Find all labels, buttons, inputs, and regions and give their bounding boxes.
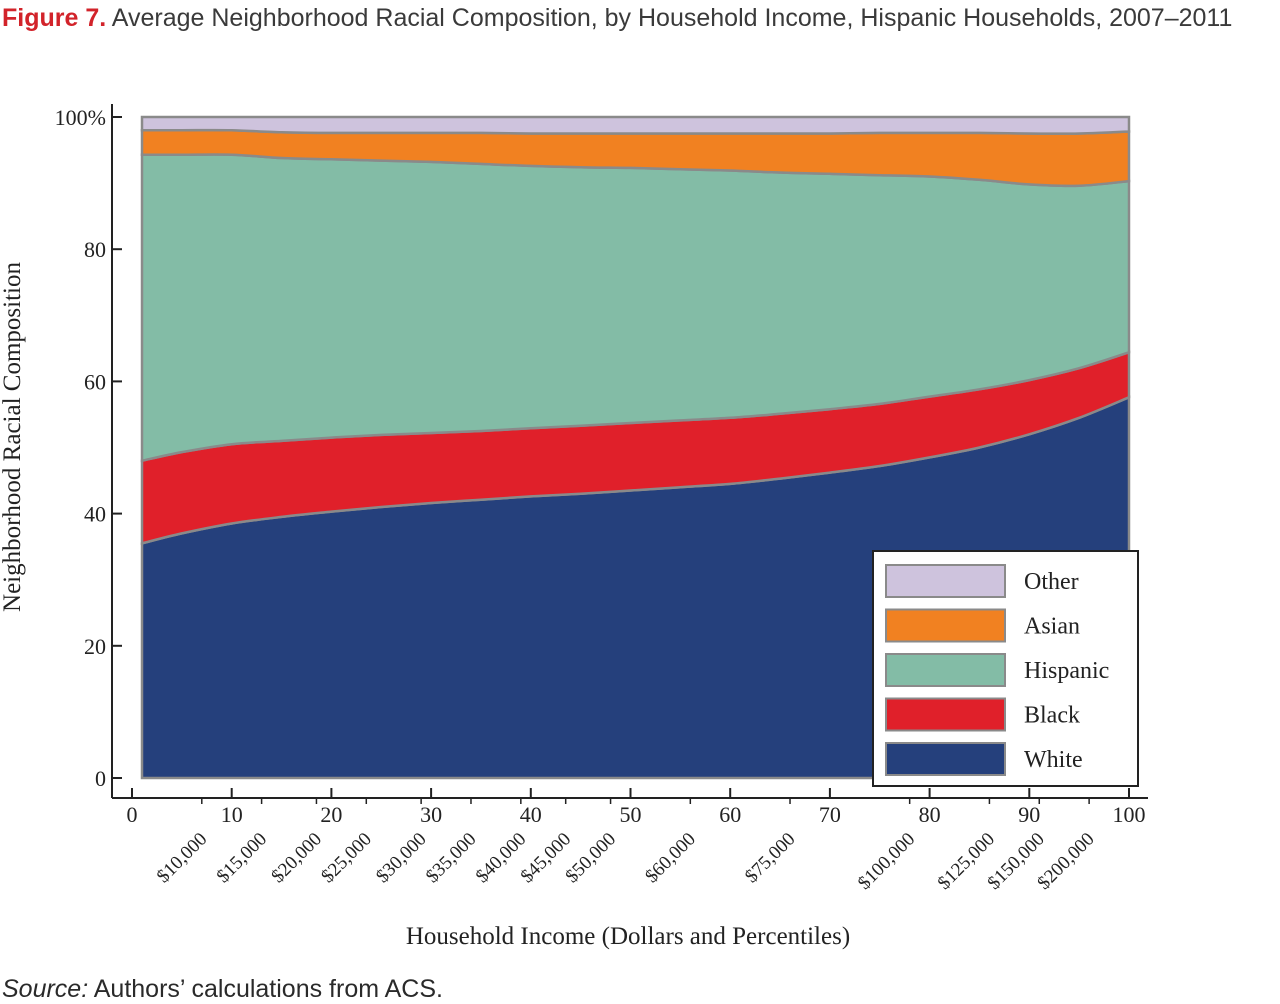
x-tick-label: 0 <box>127 802 138 827</box>
x-tick-label: 10 <box>221 802 243 827</box>
y-tick-label: 80 <box>84 237 106 262</box>
legend-swatch-hispanic <box>885 653 1006 687</box>
y-tick-label: 0 <box>95 766 106 791</box>
x-axis-label: Household Income (Dollars and Percentile… <box>406 923 850 950</box>
x-tick-label: 50 <box>620 802 642 827</box>
dollar-tick-label: $10,000 <box>153 829 212 888</box>
y-tick-label: 20 <box>84 634 106 659</box>
y-tick-label: 60 <box>84 369 106 394</box>
dollar-tick-label: $15,000 <box>213 829 272 888</box>
figure-title: Figure 7. Average Neighborhood Racial Co… <box>2 0 1278 37</box>
dollar-tick-label: $60,000 <box>641 829 700 888</box>
figure-title-text: Average Neighborhood Racial Composition,… <box>111 4 1233 32</box>
x-tick-label: 70 <box>819 802 841 827</box>
legend-label-hispanic: Hispanic <box>1024 658 1109 684</box>
x-tick-label: 90 <box>1018 802 1040 827</box>
source-note: Source: Authors’ calculations from ACS. <box>2 975 443 1004</box>
y-tick-label: 40 <box>84 502 106 527</box>
chart-areas <box>140 115 1131 780</box>
x-tick-label: 60 <box>719 802 741 827</box>
dollar-tick-label: $20,000 <box>267 829 326 888</box>
legend-swatch-black <box>885 697 1006 732</box>
x-tick-label: 40 <box>520 802 542 827</box>
source-text: Authors’ calculations from ACS. <box>93 975 443 1003</box>
chart-legend: Other Asian Hispanic Black White <box>872 550 1139 787</box>
dollar-tick-label: $75,000 <box>741 829 800 888</box>
x-tick-label: 100 <box>1113 802 1146 827</box>
legend-swatch-white <box>885 742 1006 776</box>
y-tick-label: 100% <box>55 105 106 130</box>
y-axis-label: Neighborhood Racial Composition <box>0 262 26 612</box>
dollar-tick-label: $25,000 <box>317 829 376 888</box>
legend-label-other: Other <box>1024 569 1079 595</box>
legend-label-black: Black <box>1024 703 1080 729</box>
dollar-tick-label: $50,000 <box>562 829 621 888</box>
legend-swatch-other <box>885 564 1006 598</box>
dollar-tick-label: $30,000 <box>372 829 431 888</box>
legend-swatch-asian <box>885 608 1006 643</box>
dollar-tick-label: $100,000 <box>854 829 919 894</box>
area-other <box>140 115 1131 135</box>
source-label: Source: <box>2 975 89 1003</box>
figure-label: Figure 7. <box>2 4 107 32</box>
x-tick-label: 30 <box>420 802 442 827</box>
x-tick-label: 20 <box>320 802 342 827</box>
x-tick-label: 80 <box>919 802 941 827</box>
legend-label-white: White <box>1024 747 1083 773</box>
dollar-tick-label: $35,000 <box>422 829 481 888</box>
legend-label-asian: Asian <box>1024 614 1080 640</box>
